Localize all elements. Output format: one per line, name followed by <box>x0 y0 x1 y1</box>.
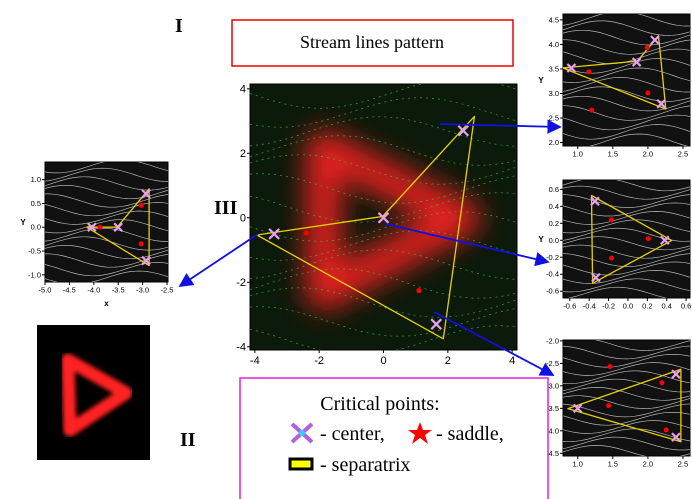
saddle-point <box>609 256 614 261</box>
x-tick-label: -0.6 <box>563 302 576 311</box>
y-tick-label: -2 <box>236 277 246 289</box>
saddle-point <box>589 108 594 113</box>
legend-center: - center, <box>320 423 385 445</box>
figure: -4 -2 0 2 4 -4 -2 0 2 4 -5.0 -4.5 -4.0 -3.5 -3.0 -2.5 1.… <box>0 0 692 499</box>
saddle-point <box>608 364 613 369</box>
saddle-point <box>416 288 421 293</box>
x-tick-label: 4 <box>509 355 515 367</box>
y-tick-label: -2.0 <box>546 336 559 345</box>
y-tick-label: -4 <box>236 341 246 353</box>
x-tick-label: 1.0 <box>573 150 583 159</box>
x-tick-label: 0.6 <box>681 302 691 311</box>
saddle-point <box>304 230 309 235</box>
x-tick-label: -3.0 <box>136 286 149 295</box>
x-tick-label: -2 <box>314 355 324 367</box>
saddle-point <box>586 69 591 74</box>
y-tick-label: -1.0 <box>28 270 41 279</box>
saddle-point <box>664 427 669 432</box>
y-axis-label: Y <box>538 76 544 85</box>
x-tick-label: 2.0 <box>643 150 653 159</box>
thumbnail <box>37 325 150 460</box>
x-tick-label: -3.5 <box>112 286 125 295</box>
saddle-point <box>139 203 144 208</box>
x-tick-label: -4.0 <box>87 286 100 295</box>
title: Stream lines pattern <box>300 32 444 52</box>
panel-label: II <box>180 429 196 451</box>
saddle-point <box>659 380 664 385</box>
y-tick-label: 0.6 <box>549 185 559 194</box>
x-tick-label: -2.5 <box>161 286 174 295</box>
legend-title: Critical points: <box>320 393 439 415</box>
x-tick-label: -4 <box>250 355 260 367</box>
x-tick-label: -0.4 <box>583 302 596 311</box>
x-tick-label: 2.0 <box>643 460 653 469</box>
y-tick-label: 2.5 <box>549 114 559 123</box>
y-tick-label: 1.0 <box>31 175 41 184</box>
x-tick-label: 2.5 <box>678 150 688 159</box>
x-tick-label: 1.0 <box>573 460 583 469</box>
saddle-point <box>606 403 611 408</box>
y-tick-label: 0 <box>240 212 246 224</box>
y-tick-label: 4 <box>240 84 246 96</box>
y-tick-label: -0.5 <box>28 247 41 256</box>
y-tick-label: 4.0 <box>549 40 559 49</box>
y-tick-label: 4.5 <box>549 15 559 24</box>
legend-separatrix: - separatrix <box>320 454 411 476</box>
x-tick-label: 0.4 <box>662 302 672 311</box>
saddle-point <box>645 45 650 50</box>
y-tick-label: 2.0 <box>549 138 559 147</box>
panel-label: III <box>214 197 238 219</box>
x-tick-label: 0.0 <box>623 302 633 311</box>
y-tick-label: 2 <box>240 148 246 160</box>
y-axis-label: Y <box>538 235 544 244</box>
legend-separatrix-icon <box>290 459 312 469</box>
x-tick-label: 0 <box>380 355 386 367</box>
y-tick-label: 0.0 <box>31 223 41 232</box>
x-tick-label: 0.2 <box>642 302 652 311</box>
saddle-point <box>645 91 650 96</box>
saddle-point <box>609 217 614 222</box>
y-tick-label: -2.5 <box>546 359 559 368</box>
y-tick-label: 3.5 <box>549 64 559 73</box>
y-axis-label: Y <box>20 218 26 227</box>
x-tick-label: -5.0 <box>39 286 52 295</box>
panel-label: I <box>175 15 183 37</box>
y-tick-label: 0.4 <box>549 202 559 211</box>
y-tick-label: -0.6 <box>546 287 559 296</box>
y-tick-label: -0.2 <box>546 253 559 262</box>
x-tick-label: 2.5 <box>678 460 688 469</box>
x-tick-label: 1.5 <box>608 150 618 159</box>
x-tick-label: 1.5 <box>608 460 618 469</box>
saddle-point <box>646 236 651 241</box>
x-axis-label: x <box>104 299 109 308</box>
y-tick-label: 0.2 <box>549 219 559 228</box>
x-tick-label: 2 <box>445 355 451 367</box>
y-tick-label: 0.5 <box>31 199 41 208</box>
y-tick-label: 0.0 <box>549 236 559 245</box>
saddle-point <box>139 241 144 246</box>
saddle-point <box>98 225 103 230</box>
y-tick-label: -0.4 <box>546 270 559 279</box>
legend-saddle: - saddle, <box>436 423 504 445</box>
y-tick-label: 3.0 <box>549 89 559 98</box>
x-tick-label: -0.2 <box>602 302 615 311</box>
x-tick-label: -4.5 <box>63 286 76 295</box>
